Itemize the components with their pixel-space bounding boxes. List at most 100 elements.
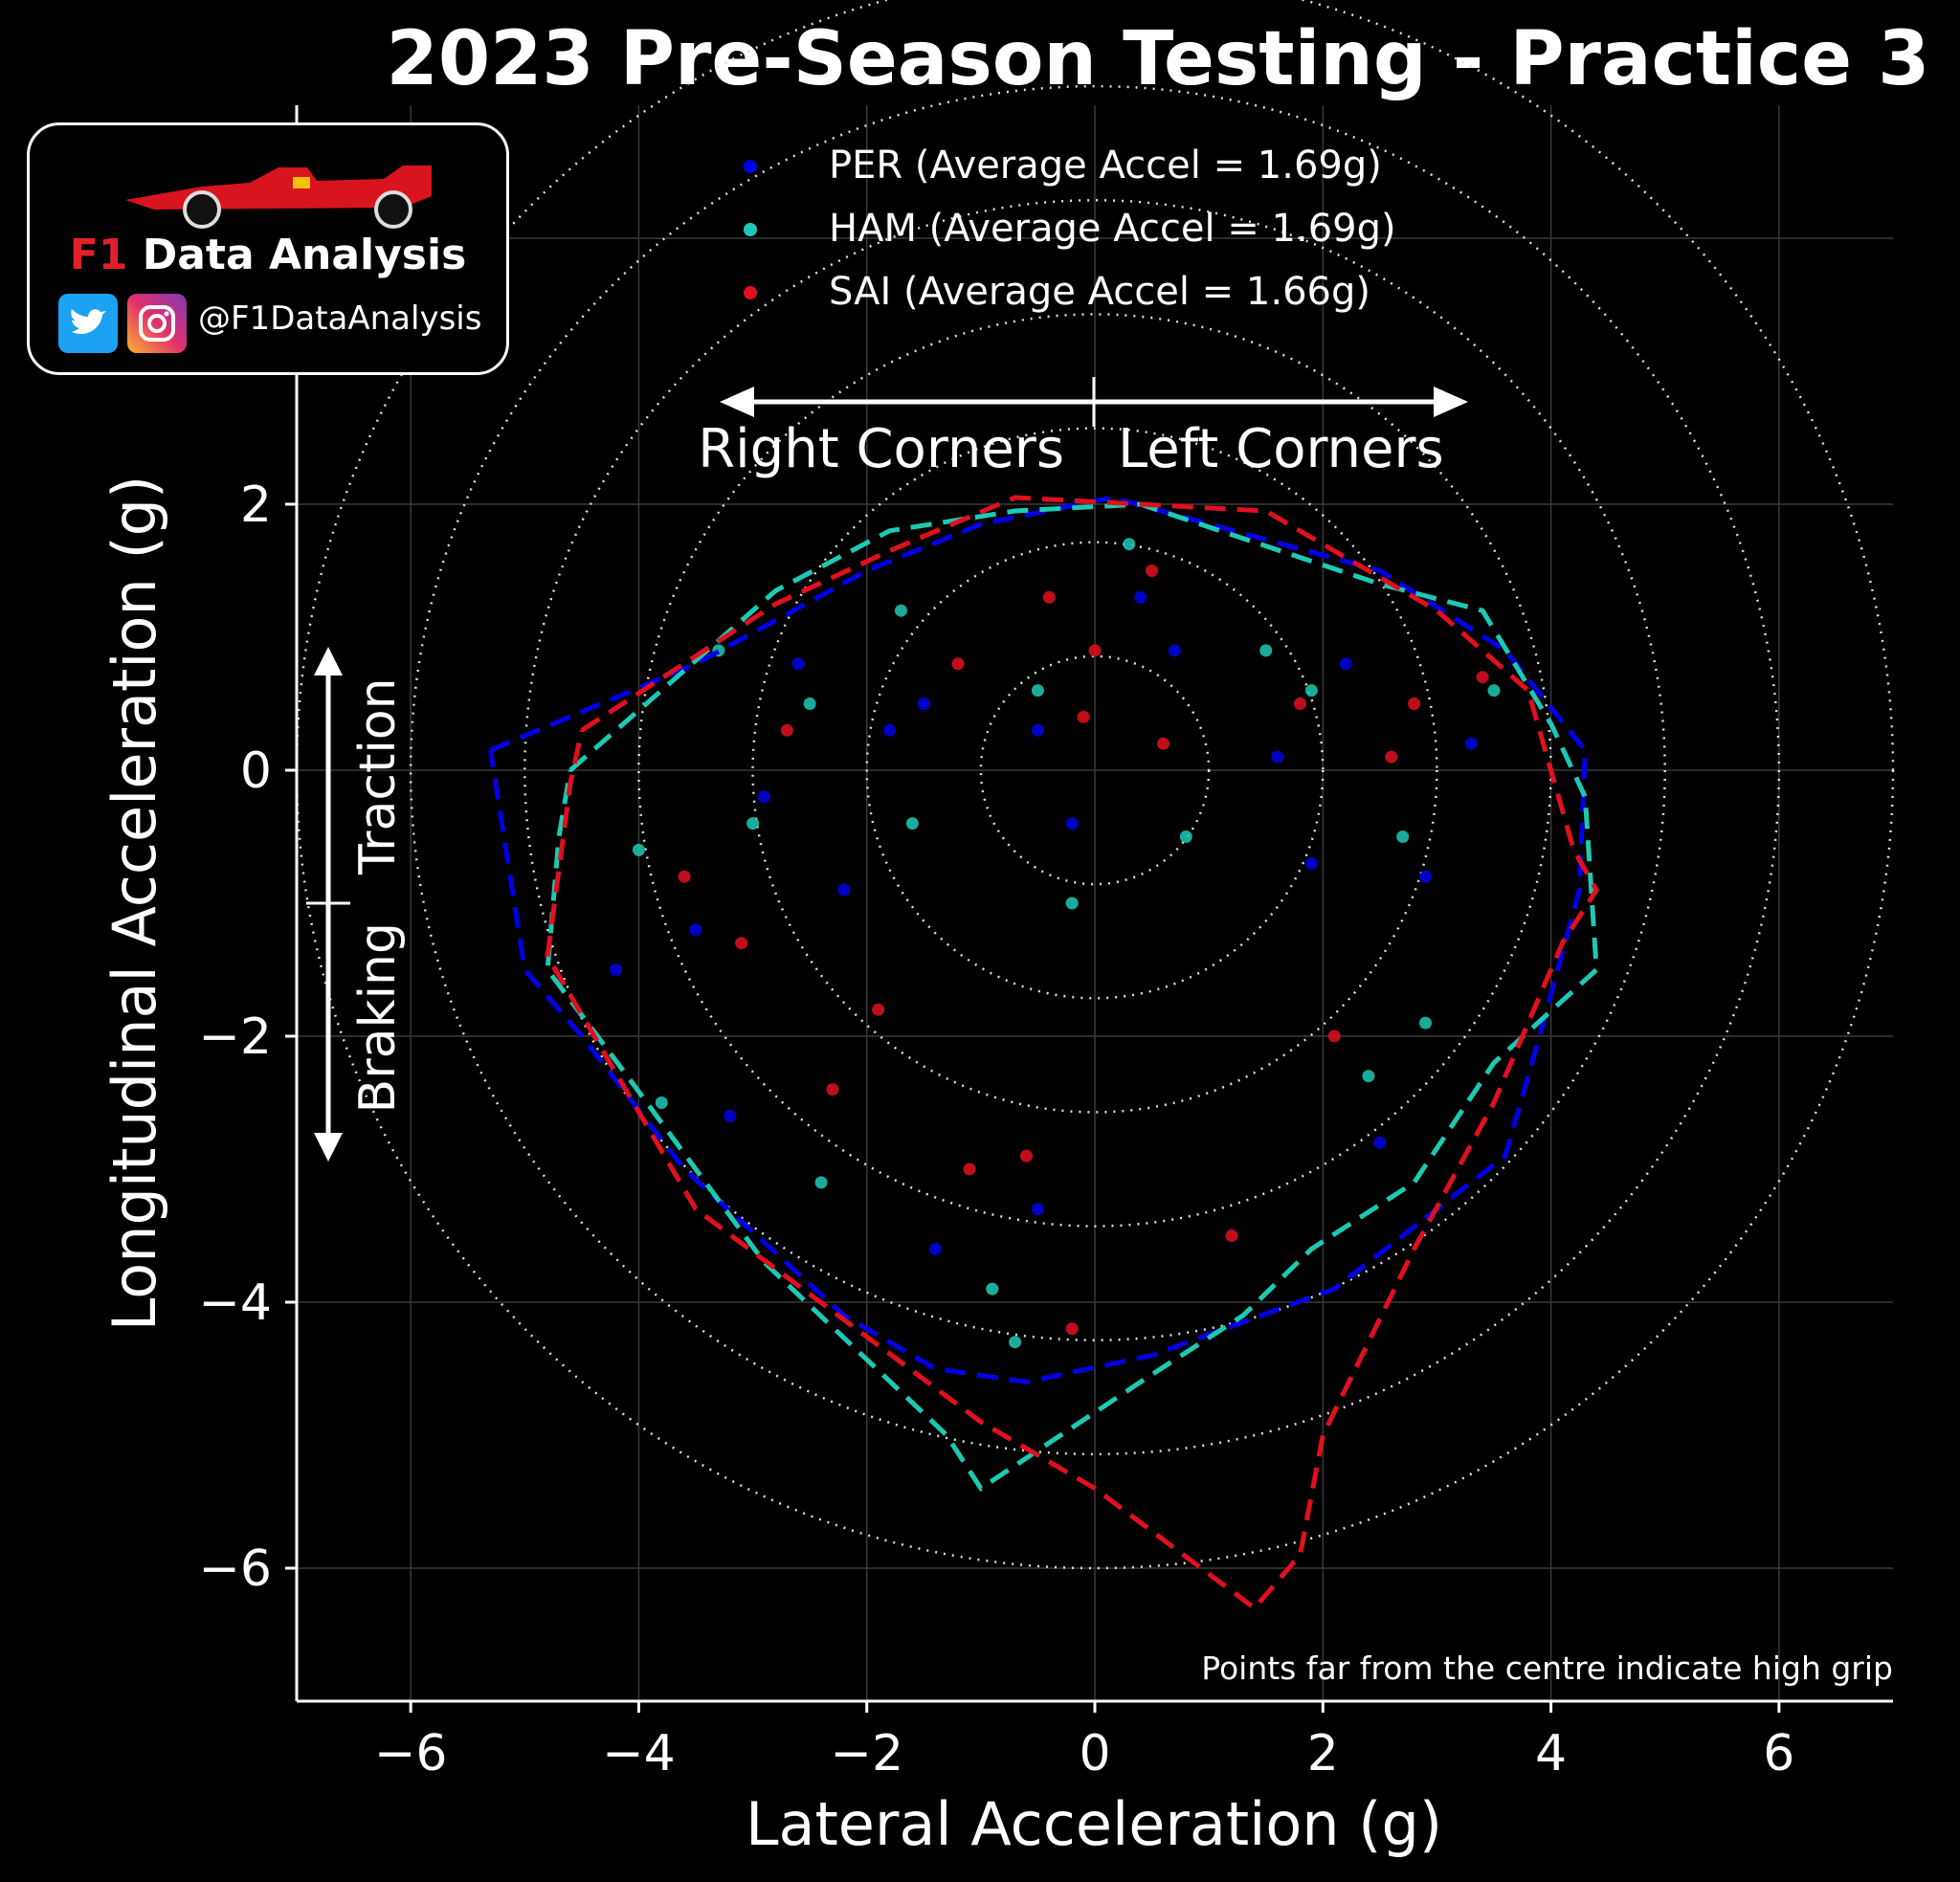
legend-item-ham: HAM (Average Accel = 1.69g)	[744, 207, 1396, 251]
right-arrow-head	[720, 387, 754, 417]
data-point-ham	[1419, 1016, 1433, 1030]
data-point-sai	[780, 723, 793, 737]
x-tick-label: −2	[830, 1725, 903, 1782]
x-tick-label: 4	[1535, 1725, 1567, 1782]
legend-item-sai: SAI (Average Accel = 1.66g)	[744, 270, 1370, 314]
y-tick-label: 0	[240, 742, 272, 800]
data-point-per	[917, 697, 930, 710]
data-point-ham	[894, 604, 907, 617]
data-point-per	[1464, 737, 1478, 750]
race-car-icon	[125, 166, 432, 229]
data-point-sai	[1476, 671, 1489, 684]
data-point-ham	[814, 1176, 828, 1189]
legend-label-sai: SAI (Average Accel = 1.66g)	[829, 270, 1370, 314]
data-point-sai	[1042, 590, 1056, 604]
data-point-per	[1271, 750, 1284, 764]
data-point-ham	[1259, 644, 1273, 657]
reference-circle	[865, 541, 1325, 1000]
data-point-sai	[951, 657, 965, 671]
data-point-sai	[1225, 1229, 1238, 1242]
data-point-per	[610, 963, 623, 976]
brand-name: Data Analysis	[127, 231, 467, 279]
legend-marker-sai	[744, 286, 757, 299]
braking-arrow-head	[314, 1133, 343, 1162]
data-point-per	[724, 1109, 737, 1122]
x-axis-label: Lateral Acceleration (g)	[746, 1789, 1442, 1859]
legend-label-per: PER (Average Accel = 1.69g)	[829, 144, 1382, 188]
reference-circle	[979, 654, 1211, 886]
y-tick-label: −4	[198, 1274, 272, 1332]
legend-marker-per	[744, 160, 757, 173]
y-tick-label: −2	[198, 1008, 272, 1066]
data-point-sai	[1088, 644, 1102, 657]
instagram-icon[interactable]	[127, 294, 187, 353]
data-point-per	[1134, 590, 1147, 604]
data-point-sai	[678, 870, 691, 883]
data-point-sai	[1408, 697, 1421, 710]
traction-braking-annotation: Traction Braking	[306, 647, 407, 1162]
data-point-ham	[1396, 830, 1410, 843]
data-point-ham	[1031, 684, 1044, 697]
data-point-sai	[1385, 750, 1398, 764]
data-point-per	[1304, 856, 1318, 870]
reference-circle	[523, 199, 1666, 1341]
legend-marker-ham	[744, 223, 757, 236]
data-point-ham	[746, 817, 760, 830]
data-point-ham	[1362, 1070, 1375, 1083]
corner-direction-annotation: Right Corners Left Corners	[698, 377, 1468, 480]
data-point-sai	[1146, 565, 1159, 577]
data-point-per	[1339, 657, 1352, 671]
grid-lines	[297, 105, 1893, 1701]
brand-title: F1 Data Analysis	[30, 231, 506, 279]
reference-circle	[751, 427, 1438, 1114]
y-tick-label: −6	[198, 1540, 272, 1598]
left-corners-label: Left Corners	[1118, 418, 1444, 480]
x-tick-label: 0	[1079, 1725, 1110, 1782]
legend-item-per: PER (Average Accel = 1.69g)	[744, 144, 1382, 188]
legend: PER (Average Accel = 1.69g) HAM (Average…	[744, 144, 1396, 314]
data-point-ham	[655, 1096, 668, 1109]
data-point-sai	[1293, 697, 1306, 710]
braking-label: Braking	[349, 922, 407, 1113]
y-tick-label: 2	[240, 476, 272, 534]
data-point-per	[837, 883, 851, 897]
data-point-ham	[1123, 538, 1136, 551]
data-point-ham	[1065, 897, 1079, 910]
twitter-icon[interactable]	[58, 294, 118, 353]
x-tick-label: 6	[1763, 1725, 1794, 1782]
traction-label: Traction	[349, 677, 407, 875]
data-point-per	[1031, 723, 1044, 737]
data-point-per	[928, 1242, 942, 1255]
data-point-ham	[1487, 684, 1501, 697]
grip-envelopes	[488, 495, 1600, 1612]
reference-circle	[409, 84, 1781, 1456]
data-point-per	[791, 657, 805, 671]
x-tick-label: −6	[374, 1725, 448, 1782]
y-axis-label: Longitudinal Acceleration (g)	[100, 476, 169, 1331]
traction-arrow-head	[314, 647, 343, 675]
data-point-sai	[1077, 710, 1090, 723]
tick-labels: −6−4−20246420−2−4−6	[198, 210, 1794, 1782]
data-point-ham	[1009, 1336, 1022, 1349]
data-point-sai	[872, 1003, 885, 1016]
data-point-ham	[986, 1282, 999, 1295]
data-point-sai	[963, 1162, 976, 1176]
legend-label-ham: HAM (Average Accel = 1.69g)	[829, 207, 1396, 251]
data-point-sai	[1327, 1030, 1341, 1043]
data-point-per	[1419, 870, 1433, 883]
data-point-sai	[826, 1083, 839, 1096]
brand-badge: F1 Data Analysis @F1DataAnalysis	[27, 122, 509, 375]
envelope-ham	[545, 501, 1599, 1493]
data-point-per	[883, 723, 897, 737]
data-point-sai	[1156, 737, 1169, 750]
data-point-ham	[803, 697, 816, 710]
footnote: Points far from the centre indicate high…	[1201, 1650, 1893, 1687]
data-point-per	[757, 790, 770, 804]
data-point-sai	[1020, 1149, 1034, 1162]
data-point-ham	[905, 817, 919, 830]
brand-handle: @F1DataAnalysis	[198, 299, 482, 338]
data-point-ham	[1304, 684, 1318, 697]
data-point-per	[1031, 1203, 1044, 1216]
data-point-per	[1168, 644, 1181, 657]
